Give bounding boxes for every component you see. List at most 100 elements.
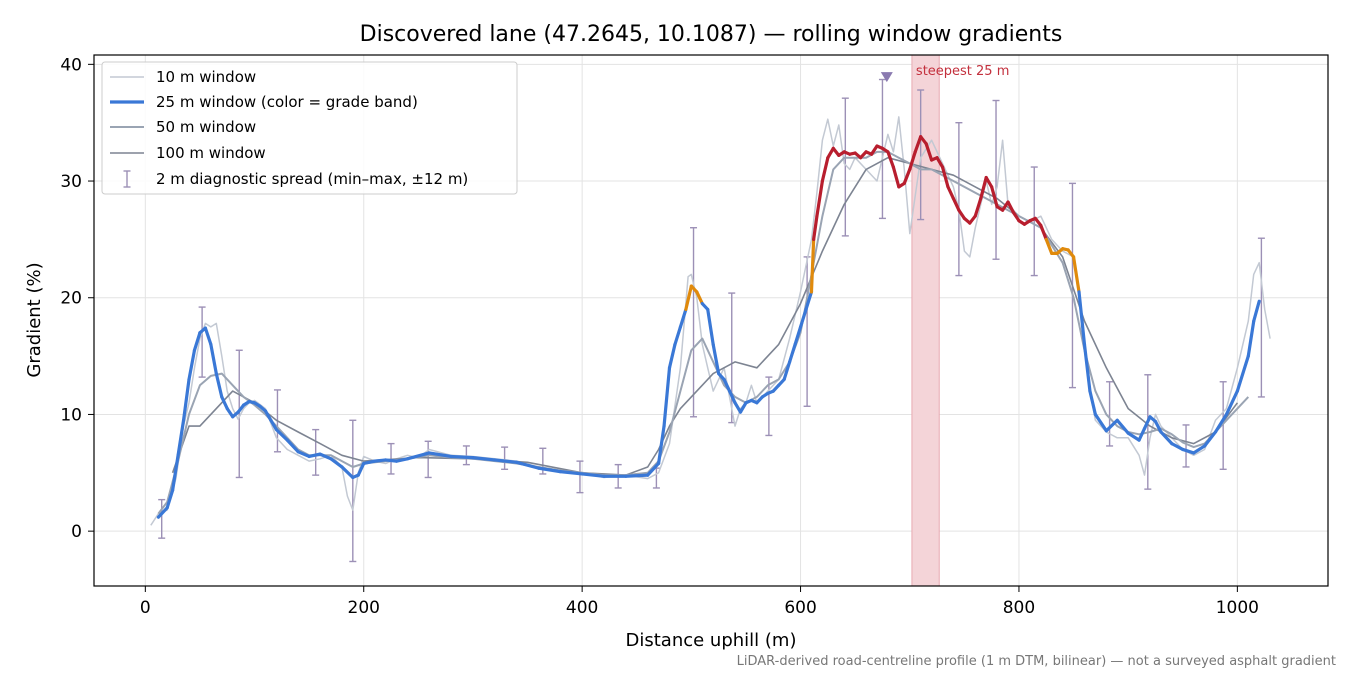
series-25m-segment [820, 156, 830, 183]
series-25m-segment [187, 348, 197, 382]
series-25m-segment [329, 457, 344, 469]
series-25m-segment [493, 458, 519, 464]
series-25m-segment [826, 146, 835, 160]
series-25m-segment [394, 457, 410, 463]
series-25m-segment [192, 331, 202, 352]
series-25m-segment [1213, 412, 1229, 434]
errorbar [917, 89, 925, 221]
series-25m-segment [908, 150, 917, 171]
series-25m-segment [722, 377, 732, 393]
series-25m-segment [798, 307, 808, 329]
series-25m-segment [263, 409, 273, 422]
steepest-highlight [911, 54, 940, 587]
series-25m-segment [225, 407, 235, 419]
series-25m-segment [1235, 354, 1250, 393]
series-25m-segment [913, 135, 923, 154]
x-tick-label: 0 [140, 598, 151, 618]
series-25m-segment [1224, 389, 1239, 417]
series-25m-segment [427, 451, 453, 459]
errorbar [690, 227, 698, 418]
plot-area: steepest 25 m [93, 54, 1329, 587]
series-25m-segment [1093, 412, 1108, 433]
series-25m-segment [1159, 430, 1174, 446]
series-25m-segment [471, 456, 497, 462]
series-25m-segment [285, 438, 300, 454]
errorbar [1182, 424, 1190, 468]
series-25m-segment [738, 401, 748, 414]
y-axis-label: Gradient (%) [24, 262, 45, 377]
series-25m-segment [1170, 442, 1185, 452]
series-25m-segment [558, 470, 584, 476]
errorbar [424, 440, 432, 479]
series-25m-segment [711, 342, 721, 376]
errorbar [1257, 237, 1265, 398]
series-25m-segment [1039, 223, 1048, 241]
x-tick-label: 1000 [1216, 598, 1259, 618]
legend-label-100m: 100 m window [156, 144, 266, 162]
y-tick-label: 20 [60, 289, 82, 309]
legend: 10 m window 25 m window (color = grade b… [101, 61, 518, 195]
series-25m-segment [951, 196, 961, 212]
series-25m-segment [646, 461, 661, 477]
legend-box [101, 61, 518, 195]
series-25m-segment [957, 208, 966, 220]
legend-label-10m: 10 m window [156, 68, 256, 86]
series-25m-segment [973, 196, 983, 218]
series-25m-segment [662, 366, 672, 428]
series-25m-segment [1126, 431, 1141, 442]
series-25m-segment [1252, 299, 1261, 323]
series-25m-segment [706, 307, 715, 347]
errorbar [462, 445, 470, 466]
series-25m-segment [695, 290, 704, 306]
series-25m-segment [673, 325, 683, 347]
series-25m-segment [1071, 255, 1081, 294]
series-25m-segment [809, 237, 816, 294]
series-25m-segment [782, 360, 792, 382]
series-25m-segment [793, 325, 803, 347]
errorbar [235, 349, 243, 479]
series-25m-segment [181, 377, 191, 422]
legend-swatches [110, 76, 144, 188]
series-25m-segment [214, 372, 224, 399]
legend-swatch-spread [123, 170, 131, 188]
series-25m-segment [209, 342, 218, 376]
steepest-band [911, 54, 940, 587]
series-25m-segment [1044, 237, 1054, 255]
series-25m-segment [296, 450, 311, 459]
x-tick-label: 400 [566, 598, 598, 618]
legend-label-25m: 25 m window (color = grade band) [156, 93, 418, 111]
series-100m-window [171, 156, 1239, 476]
series-25m-segment [449, 454, 475, 460]
series-25m-segment [902, 167, 912, 185]
errorbar [955, 121, 963, 277]
series-25m-segment [383, 458, 399, 463]
series-25m-segment [1104, 418, 1119, 433]
steepest-label: steepest 25 m [916, 64, 1009, 79]
series-25m-segment [984, 175, 994, 189]
series-25m-segment [684, 284, 693, 312]
legend-label-spread: 2 m diagnostic spread (min–max, ±12 m) [156, 170, 468, 188]
y-tick-label: 0 [71, 522, 82, 542]
errorbar [312, 428, 320, 476]
series-25m-segment [869, 144, 879, 156]
y-tick-label: 30 [60, 172, 82, 192]
y-tick-label: 40 [60, 55, 82, 75]
series-25m-segment [1077, 290, 1087, 347]
series-25m-segment [373, 458, 388, 463]
series-25m-segment [318, 452, 333, 461]
series-25m-segment [815, 179, 824, 218]
series-25m-segment [788, 342, 797, 364]
series-25m-segment [946, 185, 956, 201]
series-25m-segment [979, 175, 988, 201]
x-tick-label: 800 [1003, 598, 1035, 618]
series-25m-segment [1181, 447, 1196, 455]
diagnostic-spread-errorbars [158, 78, 1265, 563]
series-25m-segment [165, 488, 175, 510]
series-25m-segment [940, 165, 950, 189]
series-25m-segment [1202, 430, 1218, 448]
errorbar [576, 460, 584, 494]
series-25m-segment [656, 424, 666, 466]
series-25m-segment [340, 465, 355, 480]
errorbar [158, 498, 166, 539]
